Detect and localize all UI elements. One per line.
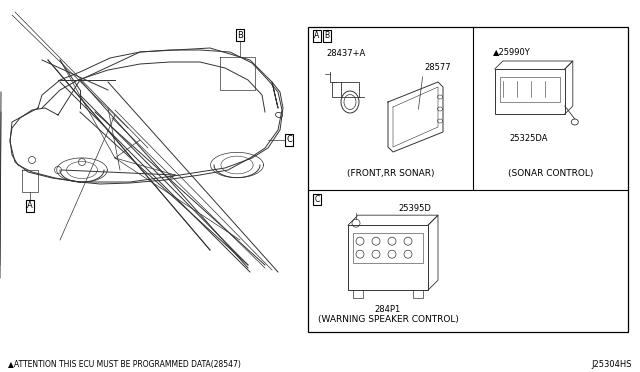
Text: 28437+A: 28437+A	[326, 49, 365, 58]
Text: 284P1: 284P1	[375, 305, 401, 314]
Text: C: C	[286, 135, 292, 144]
Bar	[353, 233, 423, 263]
Text: ▲ATTENTION THIS ECU MUST BE PROGRAMMED DATA(28547): ▲ATTENTION THIS ECU MUST BE PROGRAMMED D…	[8, 360, 241, 369]
Text: C: C	[314, 195, 319, 204]
Text: 25325DA: 25325DA	[510, 134, 548, 143]
Bar	[500, 77, 560, 102]
Text: 28577: 28577	[424, 63, 451, 72]
Bar	[348, 225, 428, 290]
Text: B: B	[237, 31, 243, 39]
Text: B: B	[324, 32, 330, 41]
Bar	[495, 69, 564, 114]
Text: A: A	[314, 32, 319, 41]
Bar	[308, 27, 628, 332]
Text: (SONAR CONTROL): (SONAR CONTROL)	[508, 169, 593, 178]
Text: (FRONT,RR SONAR): (FRONT,RR SONAR)	[347, 169, 434, 178]
Text: (WARNING SPEAKER CONTROL): (WARNING SPEAKER CONTROL)	[317, 315, 458, 324]
Text: ▲25990Y: ▲25990Y	[493, 47, 531, 56]
Text: A: A	[27, 202, 33, 211]
Text: J25304HS: J25304HS	[591, 360, 632, 369]
Text: 25395D: 25395D	[398, 204, 431, 213]
